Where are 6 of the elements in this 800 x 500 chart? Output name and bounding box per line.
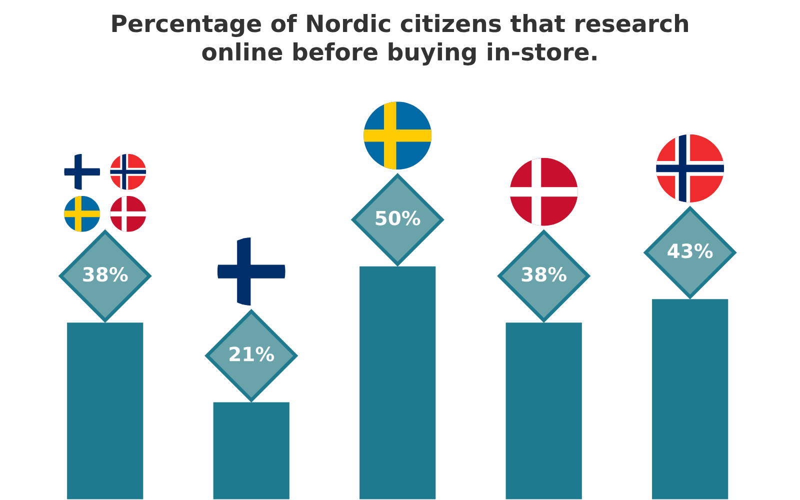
data-label: 43% xyxy=(668,244,713,258)
chart-title: Percentage of Nordic citizens that research online before buying in-store. xyxy=(112,14,688,66)
data-label: 50% xyxy=(376,210,420,226)
data-label: 21% xyxy=(230,346,274,362)
data-label: 38% xyxy=(83,266,128,282)
data-label: 38% xyxy=(522,266,566,282)
